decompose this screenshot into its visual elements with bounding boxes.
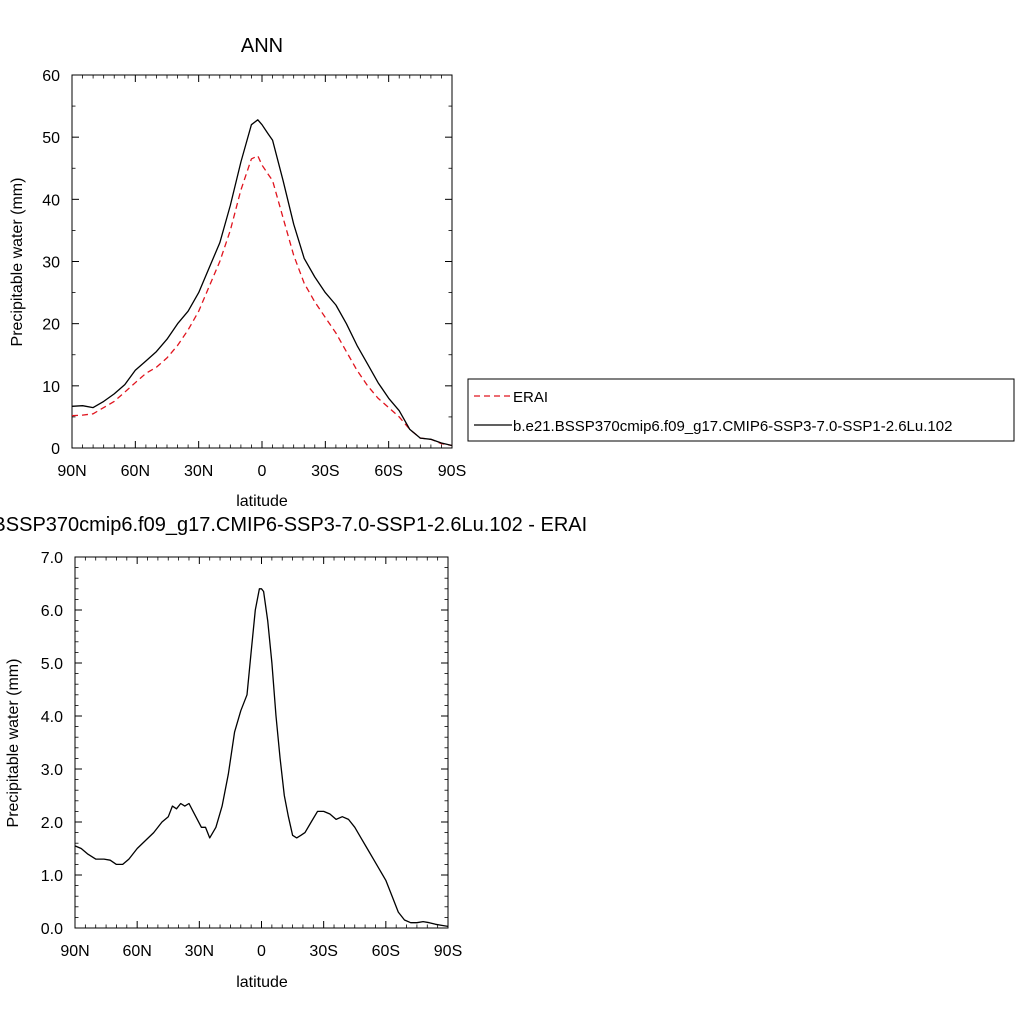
x-tick-label: 90S [438,463,466,480]
x-tick-label: 90N [57,463,86,480]
y-tick-label: 20 [42,317,60,334]
series-group [74,588,449,928]
y-tick-label: 4.0 [41,709,63,726]
x-tick-label: 0 [257,943,266,960]
y-tick-label: 2.0 [41,815,63,832]
x-tick-label: 60S [372,943,400,960]
y-tick-label: 6.0 [41,603,63,620]
x-tick-label: 30S [309,943,337,960]
axis-ticks: 90N 60N 30N 0 30S 60S 90S 0.0 1.0 2.0 3.0 4.0 5.0 6.0… [41,550,462,960]
x-axis-label: latitude [236,974,288,991]
legend-frame [467,378,1015,442]
chart-title: b.e21.BSSP370cmip6.f09_g17.CMIP6-SSP3-7.… [0,514,587,536]
y-tick-label: 5.0 [41,656,63,673]
x-tick-label: 30N [185,943,214,960]
plot-frame [71,74,453,449]
x-axis-label: latitude [236,493,288,510]
series-line-model [71,119,453,447]
series-line-erai [71,155,453,447]
legend-entry-model: b.e21.BSSP370cmip6.f09_g17.CMIP6-SSP3-7.… [513,418,952,435]
plot-frame [74,556,449,929]
y-tick-label: 30 [42,255,60,272]
x-tick-label: 90S [434,943,462,960]
y-tick-label: 7.0 [41,550,63,567]
axis-ticks: 90N 60N 30N 0 30S 60S 90S 0 10 20 30 40 50 60 [42,68,466,480]
x-tick-label: 30N [184,463,213,480]
y-axis-label: Precipitable water (mm) [9,178,26,347]
x-tick-label: 30S [311,463,339,480]
x-tick-label: 0 [258,463,267,480]
y-axis-label: Precipitable water (mm) [5,659,22,828]
series-line-difference [74,588,449,928]
y-tick-label: 0.0 [41,921,63,938]
x-tick-label: 60N [122,943,151,960]
x-tick-label: 90N [60,943,89,960]
chart-title: ANN [241,35,283,57]
bottom-panel: b.e21.BSSP370cmip6.f09_g17.CMIP6-SSP3-7.… [0,514,587,991]
series-group [71,119,453,447]
y-tick-label: 3.0 [41,762,63,779]
y-tick-label: 50 [42,130,60,147]
y-tick-label: 0 [51,441,60,458]
x-tick-label: 60N [121,463,150,480]
legend-entry-erai: ERAI [513,389,548,406]
y-tick-label: 10 [42,379,60,396]
top-panel: ANN 90N 60N 30N 0 30S 60S 90S 0 10 20 30 40 50 60 lat… [9,35,466,510]
y-tick-label: 60 [42,68,60,85]
y-tick-label: 1.0 [41,868,63,885]
x-tick-label: 60S [374,463,402,480]
y-tick-label: 40 [42,192,60,209]
legend: ERAI b.e21.BSSP370cmip6.f09_g17.CMIP6-SS… [467,378,1015,442]
